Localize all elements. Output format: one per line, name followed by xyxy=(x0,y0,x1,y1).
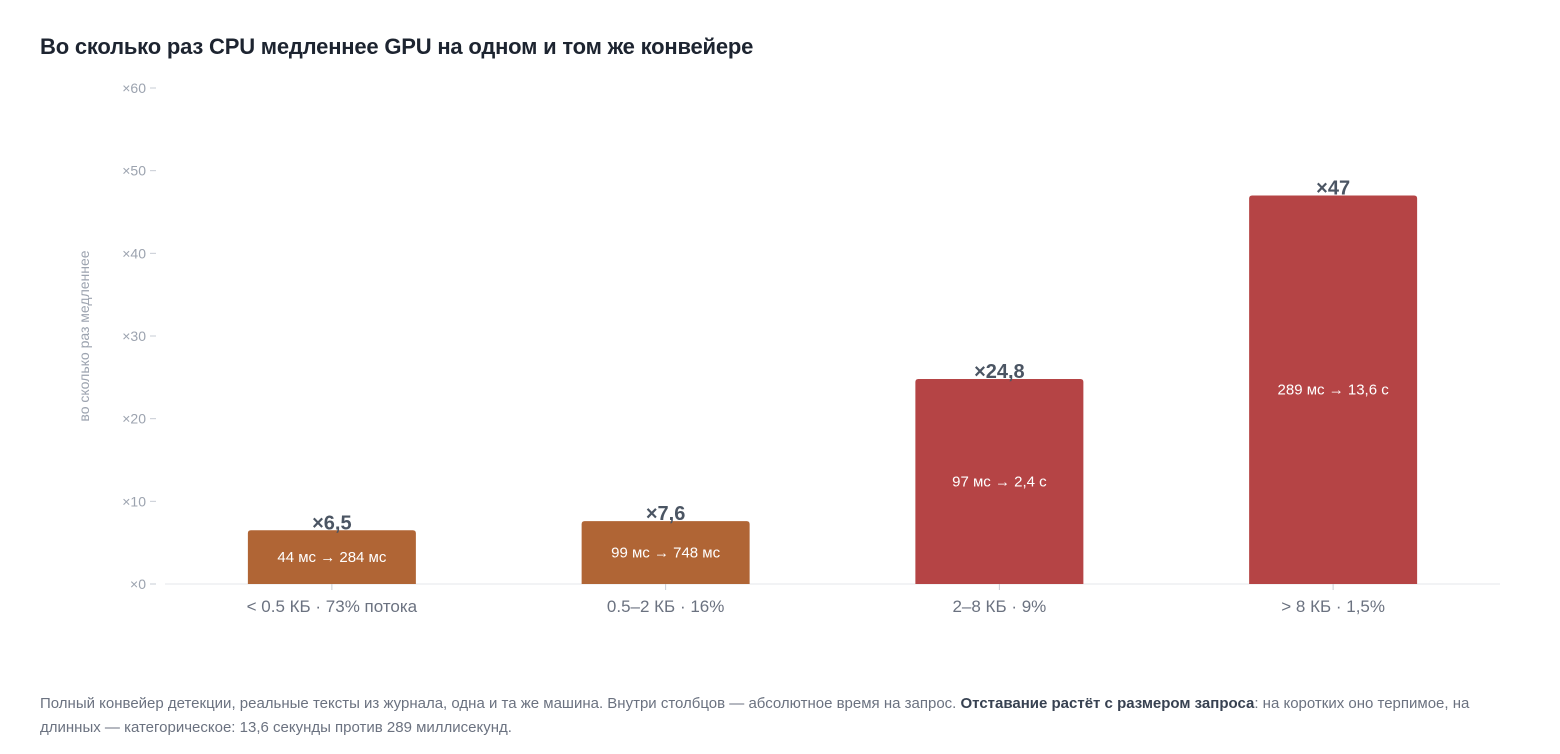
chart-caption: Полный конвейер детекции, реальные текст… xyxy=(40,692,1500,740)
bar-inner-label: 289 мс → 13,6 с xyxy=(1278,382,1390,399)
bar xyxy=(247,530,416,584)
x-tick-label: 2–8 КБ · 9% xyxy=(952,597,1046,616)
bar-value-label: ×6,5 xyxy=(312,512,351,534)
y-tick-label: ×30 xyxy=(122,328,146,344)
y-tick-label: ×0 xyxy=(130,576,146,592)
caption-text-2: : на коротких оно терпимое, на длинных —… xyxy=(40,695,1470,736)
bar-chart: во сколько раз медленнее ×0 ×10 ×20 ×30 ×40 ×5… xyxy=(76,80,1500,616)
y-tick-label: ×40 xyxy=(122,245,146,261)
caption-emphasis: Отставание растёт с размером запроса xyxy=(960,695,1255,712)
y-tick-label: ×50 xyxy=(122,163,146,179)
y-axis-label: во сколько раз медленнее xyxy=(76,250,92,421)
y-tick-label: ×20 xyxy=(122,411,146,427)
bar-inner-label: 97 мс → 2,4 с xyxy=(952,473,1047,490)
bar-inner-label: 44 мс → 284 мс xyxy=(277,549,387,566)
bar-value-label: ×24,8 xyxy=(974,361,1025,383)
y-tick-label: ×60 xyxy=(122,80,146,96)
x-tick-label: > 8 КБ · 1,5% xyxy=(1281,597,1385,616)
x-tick-label: 0.5–2 КБ · 16% xyxy=(607,597,724,616)
bar xyxy=(915,378,1084,584)
bar-inner-label: 99 мс → 748 мс xyxy=(611,545,721,562)
chart-title: Во сколько раз CPU медленнее GPU на одно… xyxy=(40,34,754,59)
bar xyxy=(581,521,750,584)
bar-value-label: ×7,6 xyxy=(646,503,685,525)
x-tick-label: < 0.5 КБ · 73% потока xyxy=(247,597,418,616)
bar xyxy=(1249,195,1418,584)
bar-value-label: ×47 xyxy=(1316,177,1350,199)
y-tick-label: ×10 xyxy=(122,493,146,509)
caption-text-1: Полный конвейер детекции, реальные текст… xyxy=(40,695,961,712)
